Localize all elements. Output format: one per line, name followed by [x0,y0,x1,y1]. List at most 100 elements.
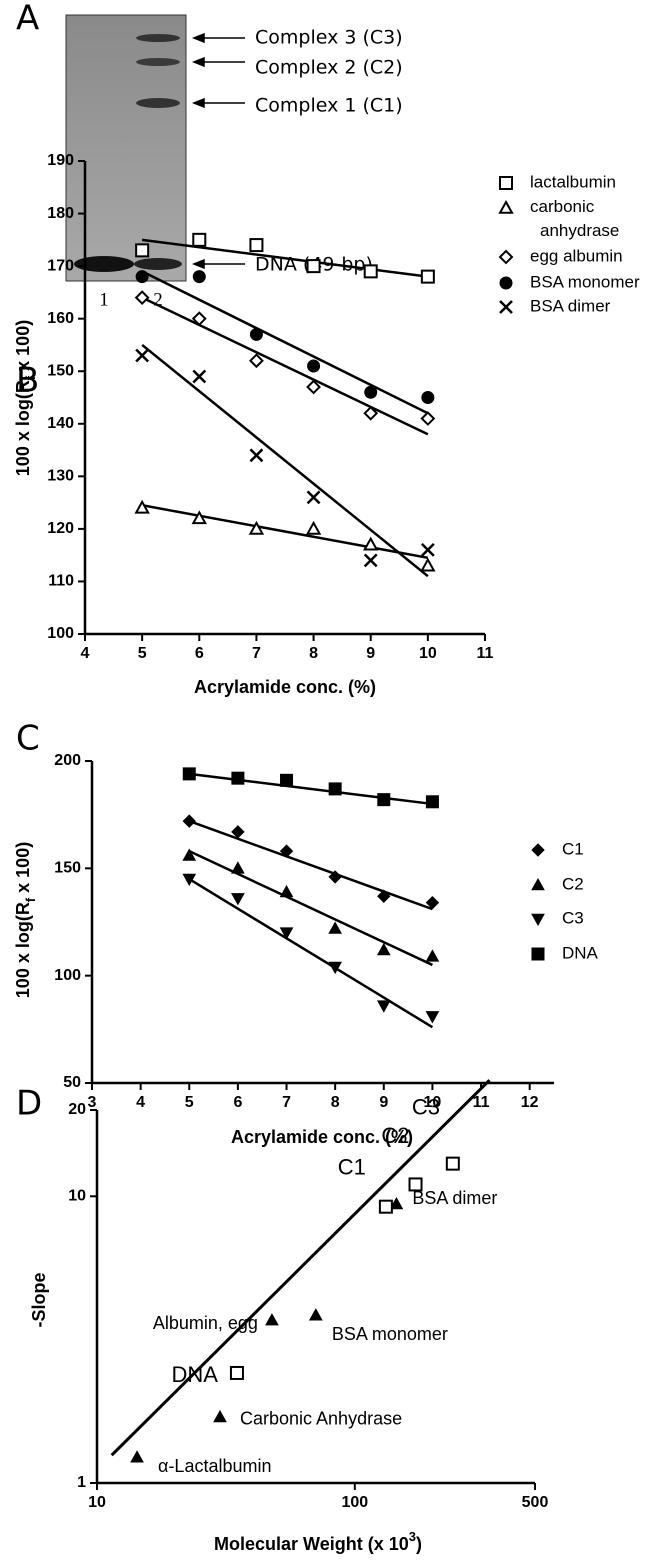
band [136,34,180,42]
point-label: C3 [412,1094,440,1119]
marker [307,359,321,373]
band [134,258,182,270]
point-label: Carbonic Anhydrase [240,1409,402,1429]
marker [363,264,378,279]
legend-marker [499,176,513,190]
marker [363,553,378,568]
marker [135,243,150,258]
marker [376,942,391,956]
marker [191,311,207,327]
marker [305,520,322,535]
panel-label: D [16,1084,42,1124]
point-label: C2 [381,1123,409,1148]
y-tick-label: 170 [47,257,74,274]
marker [182,873,197,887]
legend-label: C3 [562,908,584,927]
marker [425,949,440,962]
marker [306,490,321,505]
marker [420,411,436,426]
marker [306,379,321,395]
band-label: Complex 2 (C2) [255,57,403,79]
legend-label-line: anhydrase [540,221,619,240]
marker [425,795,439,809]
x-tick-label: 8 [309,645,318,662]
axis-label: 100 x log(Rf x 100) [13,320,38,476]
marker [249,448,264,463]
y-tick-label: 200 [54,752,81,769]
legend-label: egg albumin [530,246,623,265]
axis-label-part: x 100) [13,320,33,376]
x-tick-label: 100 [341,1494,368,1511]
axis-label-part: ) [416,1534,422,1554]
marker [191,510,207,525]
marker [249,327,263,341]
marker [130,1450,144,1463]
axis-label-part: f [23,375,38,380]
x-tick-label: 4 [81,645,90,662]
fit-line [141,504,429,560]
y-tick-label: 100 [47,625,74,642]
band-label: Complex 1 (C1) [255,95,403,117]
legend-marker [499,300,513,314]
y-tick-label: 140 [47,415,74,432]
y-tick-label: 50 [63,1074,81,1091]
fit-line [110,1079,491,1457]
y-tick-label: 190 [47,152,74,169]
y-tick-label: 150 [54,860,81,877]
marker [134,290,150,306]
marker [420,543,435,557]
fit-line [189,772,433,806]
marker [192,270,206,284]
point-label: α-Lactalbumin [158,1456,271,1476]
x-tick-label: 7 [252,645,261,662]
marker [192,369,207,384]
legend-label: DNA [562,943,599,962]
marker [308,1308,323,1321]
marker [192,232,207,247]
marker [280,773,294,787]
x-tick-label: 8 [331,1094,340,1111]
marker [213,1409,227,1423]
x-tick-label: 6 [195,645,204,662]
marker [279,884,294,898]
panel-label: C [16,719,40,759]
axis-label-part: f [23,897,38,902]
x-tick-label: 4 [136,1094,145,1111]
marker [420,269,435,284]
x-tick-label: 3 [88,1094,97,1111]
x-tick-label: 5 [185,1094,194,1111]
axis-label-part: 3 [409,1529,416,1544]
fit-line [141,343,429,578]
point-label: BSA monomer [332,1324,448,1344]
fit-line [188,877,434,1029]
x-tick-label: 11 [477,645,494,662]
x-axis-label: Acrylamide conc. (%) [194,677,376,697]
band-label: Complex 3 (C3) [255,27,403,49]
marker [421,391,435,404]
band [136,58,180,66]
marker [376,1000,391,1013]
x-tick-label: 12 [521,1094,539,1111]
fit-line [188,850,433,967]
marker [420,557,436,572]
y-tick-label: 20 [68,1101,86,1118]
marker [265,1313,279,1326]
marker [279,927,294,940]
x-tick-label: 5 [138,645,147,662]
x-tick-label: 10 [88,1494,106,1511]
arrows [191,32,245,270]
point-label: DNA [171,1362,218,1387]
marker [135,348,150,363]
legend-marker [531,913,545,927]
y-tick-label: 160 [47,310,74,327]
y-axis-label: -Slope [29,1272,49,1327]
legend-label: C2 [562,874,584,893]
marker [231,861,245,874]
x-tick-label: 9 [366,645,375,662]
marker [248,520,265,535]
marker [328,870,342,884]
marker [231,825,245,839]
marker [135,270,149,284]
marker [363,536,379,551]
lane-label: 1 [99,289,109,310]
